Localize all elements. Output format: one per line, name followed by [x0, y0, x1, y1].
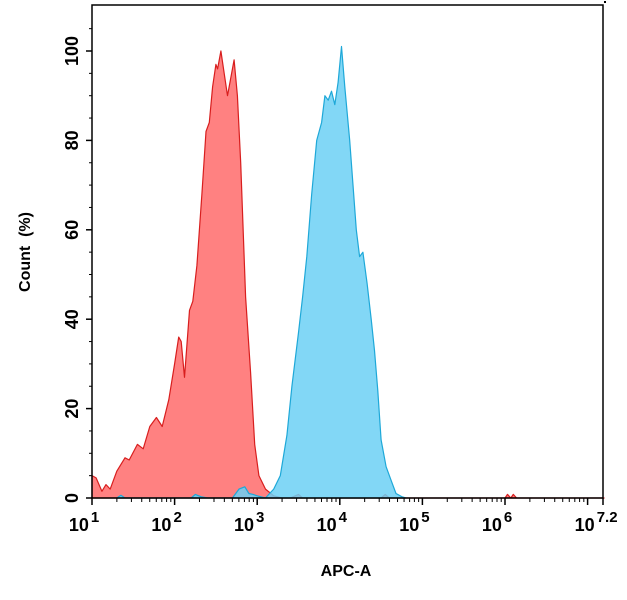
x-tick-label: 10 4	[317, 509, 348, 535]
y-tick-label: 20	[62, 399, 82, 419]
series-sample-area	[116, 45, 407, 499]
x-tick-label: 10 3	[234, 509, 264, 535]
corner-dot	[604, 1, 606, 3]
y-tick-label: 40	[62, 309, 82, 329]
y-tick-label: 0	[62, 493, 82, 503]
series-layer	[91, 45, 605, 499]
x-tick-label: 10 2	[151, 509, 181, 535]
y-axis-title: Count (%)	[17, 212, 34, 292]
x-tick-label: 10 1	[69, 509, 99, 535]
plot-frame	[91, 4, 604, 499]
y-tick-label: 80	[62, 130, 82, 150]
x-tick-label: 10 5	[399, 509, 429, 535]
y-tick-label: 100	[62, 36, 82, 66]
y-tick-label: 60	[62, 220, 82, 240]
x-tick-label: 10 6	[482, 509, 512, 535]
x-axis-ticks: 10 1 10 2 10 3 10 4 10 5 10 6 10 7.2	[69, 498, 618, 535]
x-axis-title: APC-A	[321, 563, 372, 580]
x-tick-label: 10 7.2	[575, 509, 618, 535]
y-axis-ticks: 0 20 40 60 80 100	[62, 28, 92, 503]
